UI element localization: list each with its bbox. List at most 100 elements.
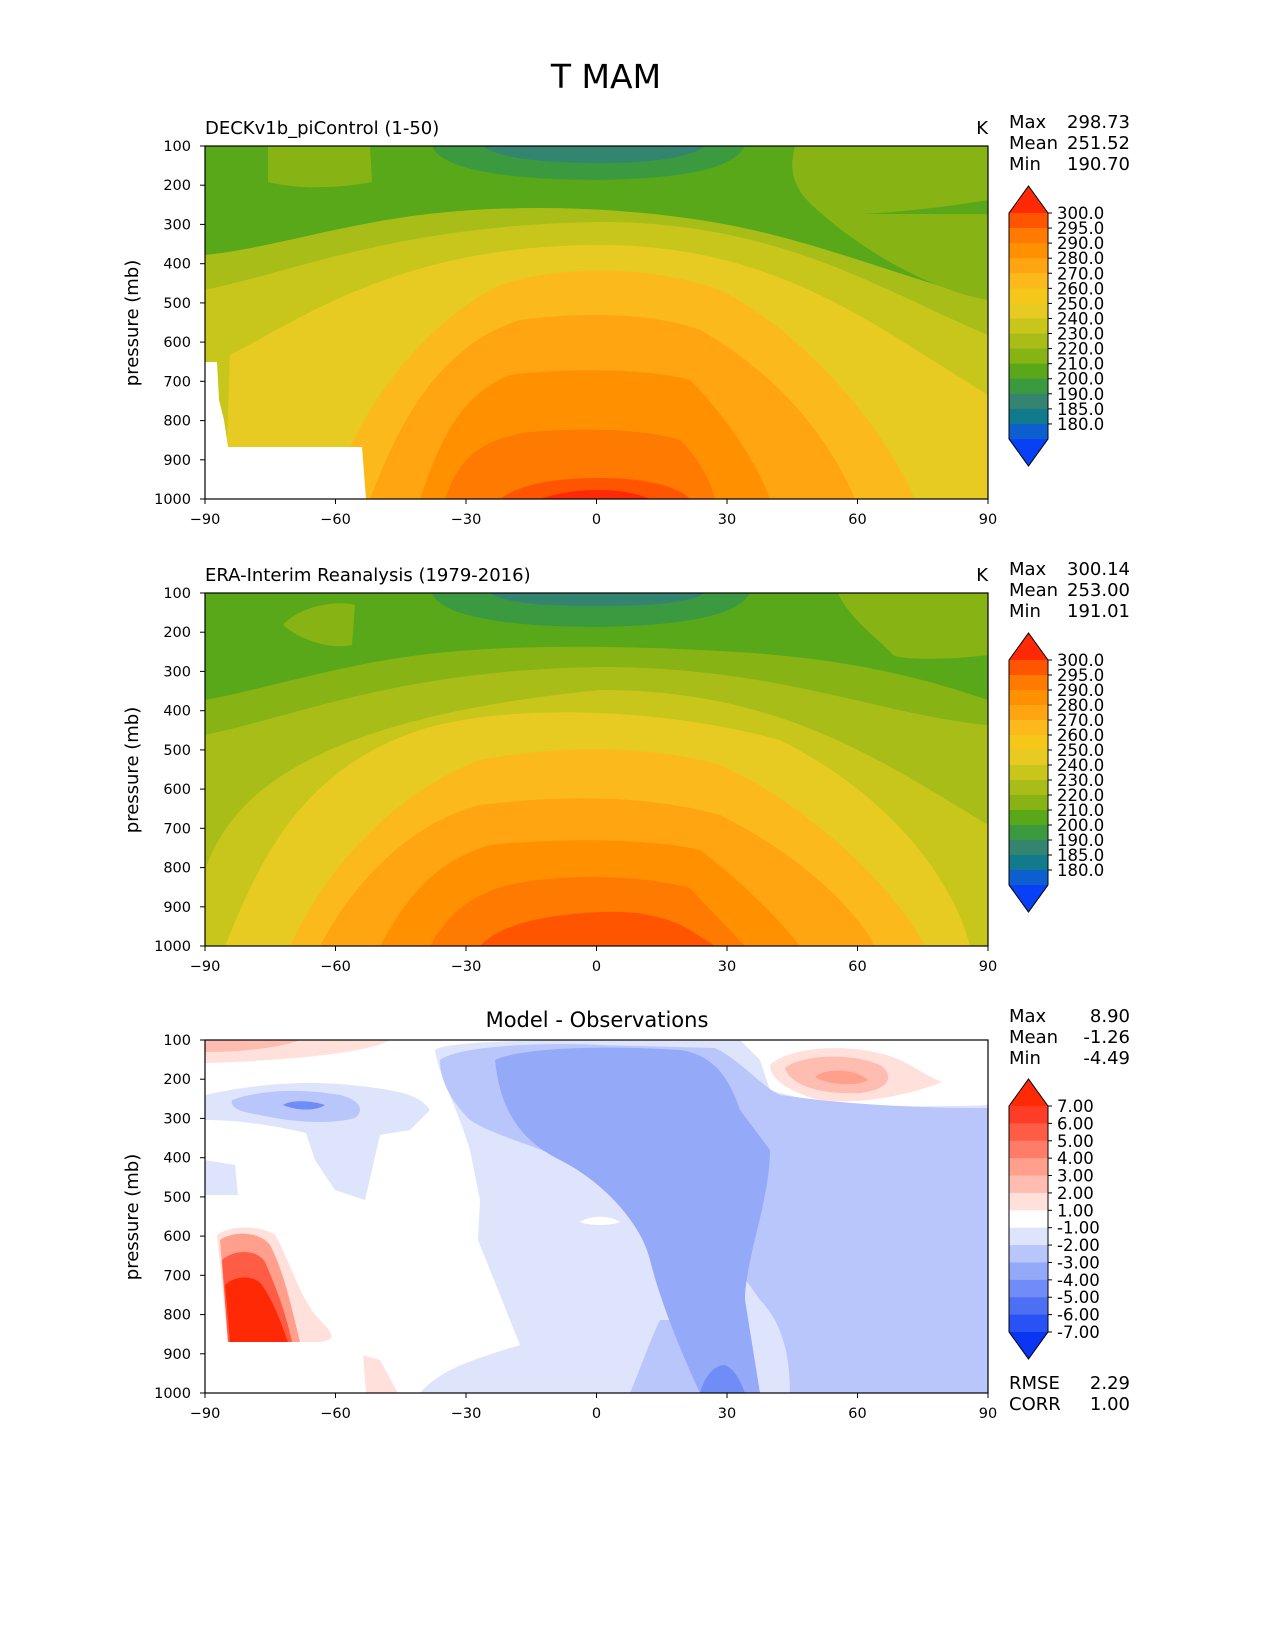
colorbar-segment [1009,720,1048,736]
colorbar-label: 210.0 [1057,355,1104,374]
colorbar-segment [1009,810,1048,826]
panel-model-stats: Max 298.73 Mean 251.52 Min 190.70 [1009,112,1130,175]
colorbar-label: 3.00 [1057,1167,1094,1186]
colorbar-segment [1009,1175,1048,1194]
y-tick: 400 [163,257,191,273]
colorbar-extend-min [1009,439,1048,466]
panel-model-y-ticks: 100 200 300 400 500 600 700 800 900 1000 [154,139,205,508]
colorbar-segment [1009,1106,1048,1124]
stat-label: Min [1009,154,1041,175]
y-tick: 300 [163,664,191,680]
colorbar-segment [1009,378,1048,395]
stat-value: 253.00 [1067,580,1130,601]
obs-band-295 [480,911,715,946]
x-tick: 60 [848,512,866,528]
obs-band-upper-green [205,593,988,700]
stat-value: 191.01 [1067,601,1130,622]
y-tick: 200 [163,1072,191,1088]
colorbar-label: -7.00 [1057,1323,1100,1342]
colorbar-label: -3.00 [1057,1253,1100,1272]
panel-model-field [205,146,988,499]
x-tick: −90 [190,512,221,528]
colorbar-extend-max [1009,633,1048,660]
y-tick: 700 [163,374,191,390]
colorbar-segment [1009,348,1048,365]
panel-model: DECKv1b_piControl (1-50) K pressure (mb)… [122,112,1130,528]
colorbar-label: 280.0 [1057,696,1104,715]
stat-value: 190.70 [1067,154,1130,175]
stat-label: Mean [1009,1027,1058,1048]
diff-white-patch [580,1216,620,1225]
stat-value: 298.73 [1067,112,1130,133]
colorbar-extend-max [1009,1079,1048,1106]
colorbar-label: -2.00 [1057,1236,1100,1255]
y-tick: 300 [163,217,191,233]
model-topography-mask [205,362,366,499]
diff-band-neg1-mid [305,1130,380,1200]
colorbar-label: 290.0 [1057,681,1104,700]
y-tick: 1000 [154,1386,191,1402]
colorbar-segment [1009,423,1048,440]
footer-stat-label: RMSE [1009,1373,1060,1394]
colorbar-segment [1009,855,1048,871]
colorbar-label: 230.0 [1057,325,1104,344]
footer-stat-label: CORR [1009,1394,1061,1415]
y-tick: 100 [163,1033,191,1049]
y-tick: 900 [163,453,191,469]
colorbar-extend-min [1009,885,1048,912]
diff-band-pos3-topright [815,1070,868,1085]
colorbar-label: -1.00 [1057,1219,1100,1238]
colorbar-segment [1009,750,1048,766]
panel-diff-y-ticks: 100 200 300 400 500 600 700 800 900 1000 [154,1033,205,1402]
diff-band-neg1-lowleft [205,1160,238,1195]
colorbar-label: -6.00 [1057,1306,1100,1325]
colorbar-label: 260.0 [1057,279,1104,298]
panel-diff-title: Model - Observations [486,1008,709,1032]
colorbar-segment [1009,318,1048,335]
y-tick: 600 [163,335,191,351]
colorbar-segment [1009,408,1048,425]
colorbar-outline [1008,632,1049,913]
colorbar-segment [1009,303,1048,320]
y-tick: 700 [163,1268,191,1284]
x-tick: 30 [718,512,736,528]
figure-title: T MAM [550,57,661,96]
colorbar-segment [1009,1245,1048,1264]
colorbar-label: 290.0 [1057,234,1104,253]
model-band-right-light [792,146,988,300]
y-tick: 100 [163,139,191,155]
x-tick: −30 [451,959,482,975]
x-tick: −60 [320,1406,351,1422]
stat-value: 8.90 [1090,1006,1130,1027]
panel-diff-x-ticks: −90 −60 −30 0 30 60 90 [190,1393,997,1422]
y-tick: 800 [163,861,191,877]
panel-diff-field [205,1040,988,1393]
colorbar-label: 220.0 [1057,340,1104,359]
colorbar-segment [1009,1297,1048,1316]
colorbar-label: 280.0 [1057,249,1104,268]
colorbar-label: 295.0 [1057,666,1104,685]
colorbar-segment [1009,660,1048,676]
colorbar-segment [1009,690,1048,706]
colorbar-outline [1008,185,1049,467]
stat-label: Max [1009,559,1047,580]
panel-obs-field [205,593,988,946]
x-tick: 90 [979,512,997,528]
colorbar-label: 270.0 [1057,264,1104,283]
model-band-top-dark [482,146,705,163]
panel-obs-units: K [976,565,989,586]
colorbar-segment [1009,393,1048,410]
colorbar-label: 295.0 [1057,219,1104,238]
x-tick: −30 [451,1406,482,1422]
colorbar-segment [1009,1279,1048,1298]
colorbar-label: 250.0 [1057,741,1104,760]
y-tick: 500 [163,1190,191,1206]
colorbar-label: 180.0 [1057,861,1104,880]
colorbar-segment [1009,825,1048,841]
x-tick: 60 [848,1406,866,1422]
y-tick: 800 [163,1308,191,1324]
y-tick: 600 [163,782,191,798]
colorbar-label: 250.0 [1057,294,1104,313]
colorbar-label: 190.0 [1057,831,1104,850]
colorbar-label: 260.0 [1057,726,1104,745]
